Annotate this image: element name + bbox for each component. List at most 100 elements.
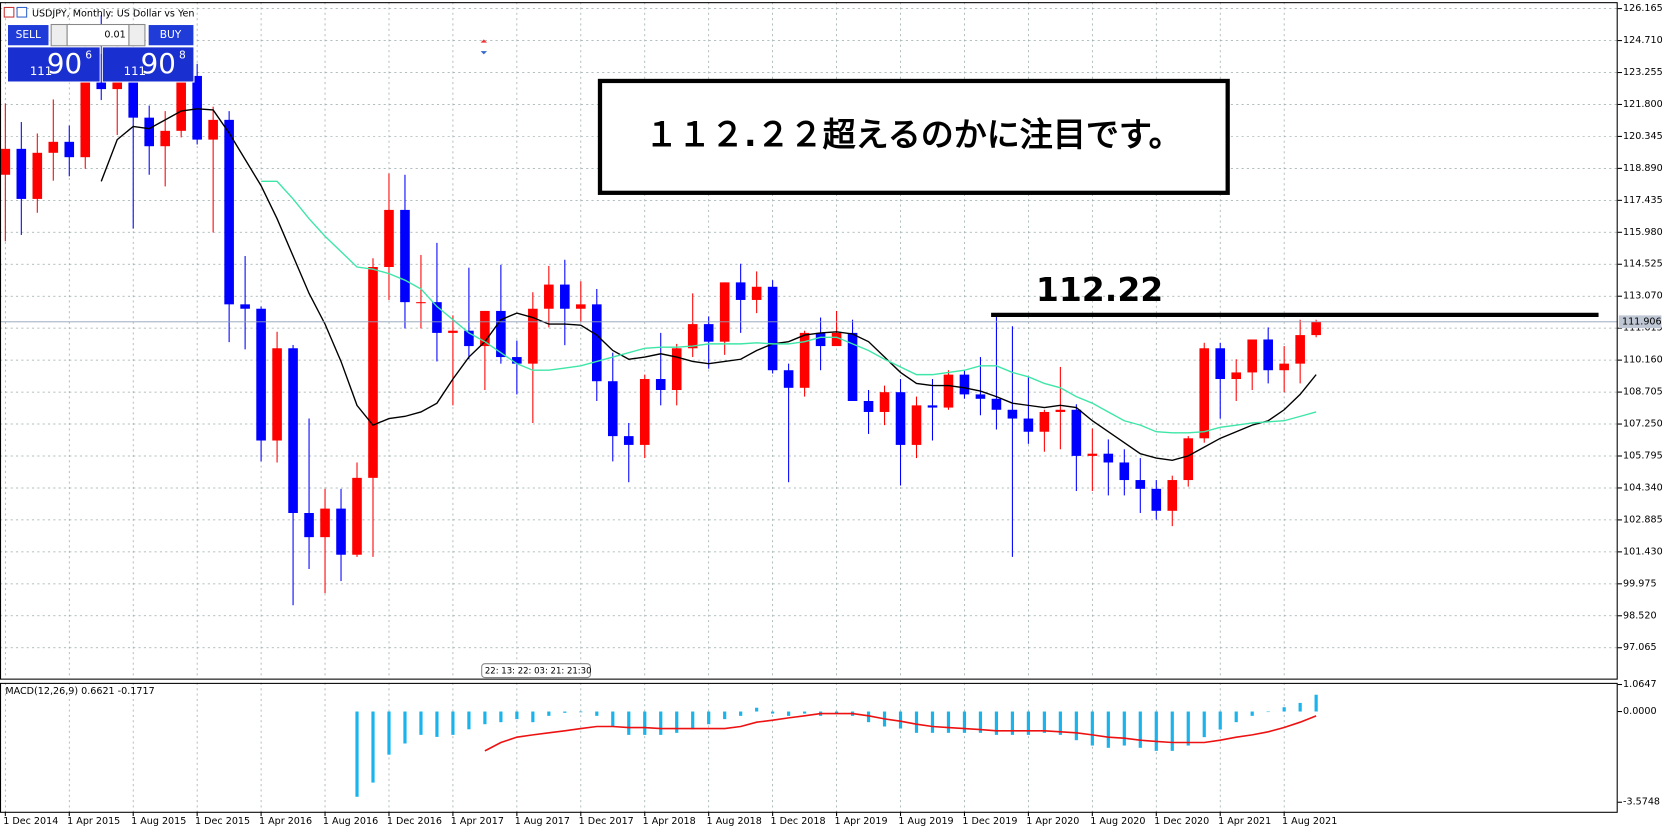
candle-body [607,381,618,437]
lot-up[interactable] [128,23,146,47]
x-tick-label: 1 Apr 2018 [643,816,696,827]
level-label: 112.22 [1036,270,1163,309]
candle-body [0,148,11,175]
y-tick-label: 113.070 [1623,291,1663,302]
y-tick-label: 110.160 [1623,355,1663,366]
candle-body [144,117,154,147]
marks [0,15,1618,797]
y-tick-label: 121.800 [1623,99,1663,110]
candle-body [1183,438,1194,481]
annotation: １１２.２２超えるのかに注目です。 [645,115,1182,154]
y-tick-label: 115.980 [1623,227,1663,238]
macd-bar [1154,711,1158,751]
macd-bar [930,711,935,733]
macd-bar [866,711,871,723]
candle-body [1231,372,1242,380]
candle-body [975,394,986,399]
candle-body [1055,409,1066,412]
candle-body [863,400,874,412]
macd-bar [435,711,439,737]
candle-body [847,332,858,401]
candle-body [176,75,186,131]
macd-bar [403,711,407,744]
macd-bar [962,711,967,733]
candle-body [783,370,794,388]
candle-body [320,508,330,538]
sell-label: SELL [16,28,41,41]
candle-body [655,379,666,391]
macd-bar [946,711,951,733]
marker [480,39,488,43]
macd-bar [387,711,391,755]
candle-body [1295,335,1305,364]
macd-bar [1170,711,1174,751]
macd-bar [611,711,615,727]
x-tick-label: 1 Apr 2020 [1026,816,1079,827]
candle-body [48,141,59,153]
candle-body [767,286,778,371]
macd-tick-label: 1.0647 [1623,679,1657,690]
x-tick-label: 1 Dec 2017 [579,816,634,827]
candle-body [480,310,490,347]
macd-bar [787,711,791,716]
macd-bar [1250,711,1254,716]
macd-bar [834,711,839,714]
ask-small: 8 [179,48,186,61]
y-tick-label: 98.520 [1623,610,1657,621]
candle-body [719,282,730,342]
macd-bar [978,711,983,733]
buy-button[interactable] [147,23,195,47]
candle-body [943,374,954,408]
x-tick-label: 1 Aug 2016 [323,816,378,827]
bid-small: 6 [85,48,92,61]
sell-button[interactable] [6,23,50,47]
ask-box[interactable] [101,46,195,83]
candle-body [879,392,890,412]
candle-body [464,330,474,347]
candle-body [1263,339,1273,371]
macd-bar [419,711,423,735]
x-tick-label: 1 Aug 2017 [515,816,570,827]
macd-bar [371,711,375,783]
macd-bar [355,711,359,797]
candle-body [1007,409,1018,419]
x-tick-label: 1 Dec 2019 [962,816,1017,827]
macd-bar [1314,694,1318,712]
macd-bar [1298,702,1302,712]
ask-big: 111 [124,64,146,78]
bid-main: 90 [47,47,82,80]
x-tick-label: 1 Apr 2016 [259,816,312,827]
candle-body [256,308,266,441]
x-tick-label: 1 Dec 2015 [195,816,250,827]
candle-body [544,284,554,309]
candle-body [959,374,970,395]
main-frame [0,2,1618,680]
y-tick-label: 101.430 [1623,546,1663,557]
macd-label: MACD(12,26,9) 0.6621 -0.1717 [5,686,154,697]
macd-bar [723,711,727,720]
macd-bar [531,711,535,723]
candle-body [799,332,810,388]
candle-body [368,267,378,478]
macd-bar [994,711,999,735]
y-tick-label: 105.795 [1623,451,1663,462]
moving-average [261,180,1317,434]
candle-body [751,286,762,300]
macd-bar [1106,711,1110,748]
macd-bar [1010,711,1015,735]
bid-box[interactable] [6,46,101,83]
lot-down[interactable] [50,23,68,47]
macd-bar [803,711,807,714]
candle-body [911,405,922,445]
y-tick-label: 126.165 [1623,3,1663,14]
marker [480,51,488,55]
candle-body [703,324,714,342]
candle-body [1103,453,1114,463]
candle-body [1215,348,1226,380]
candle-body [288,348,298,513]
macd-frame [0,682,1618,813]
macd-bar [1122,711,1126,746]
macd-bar [1234,711,1238,723]
